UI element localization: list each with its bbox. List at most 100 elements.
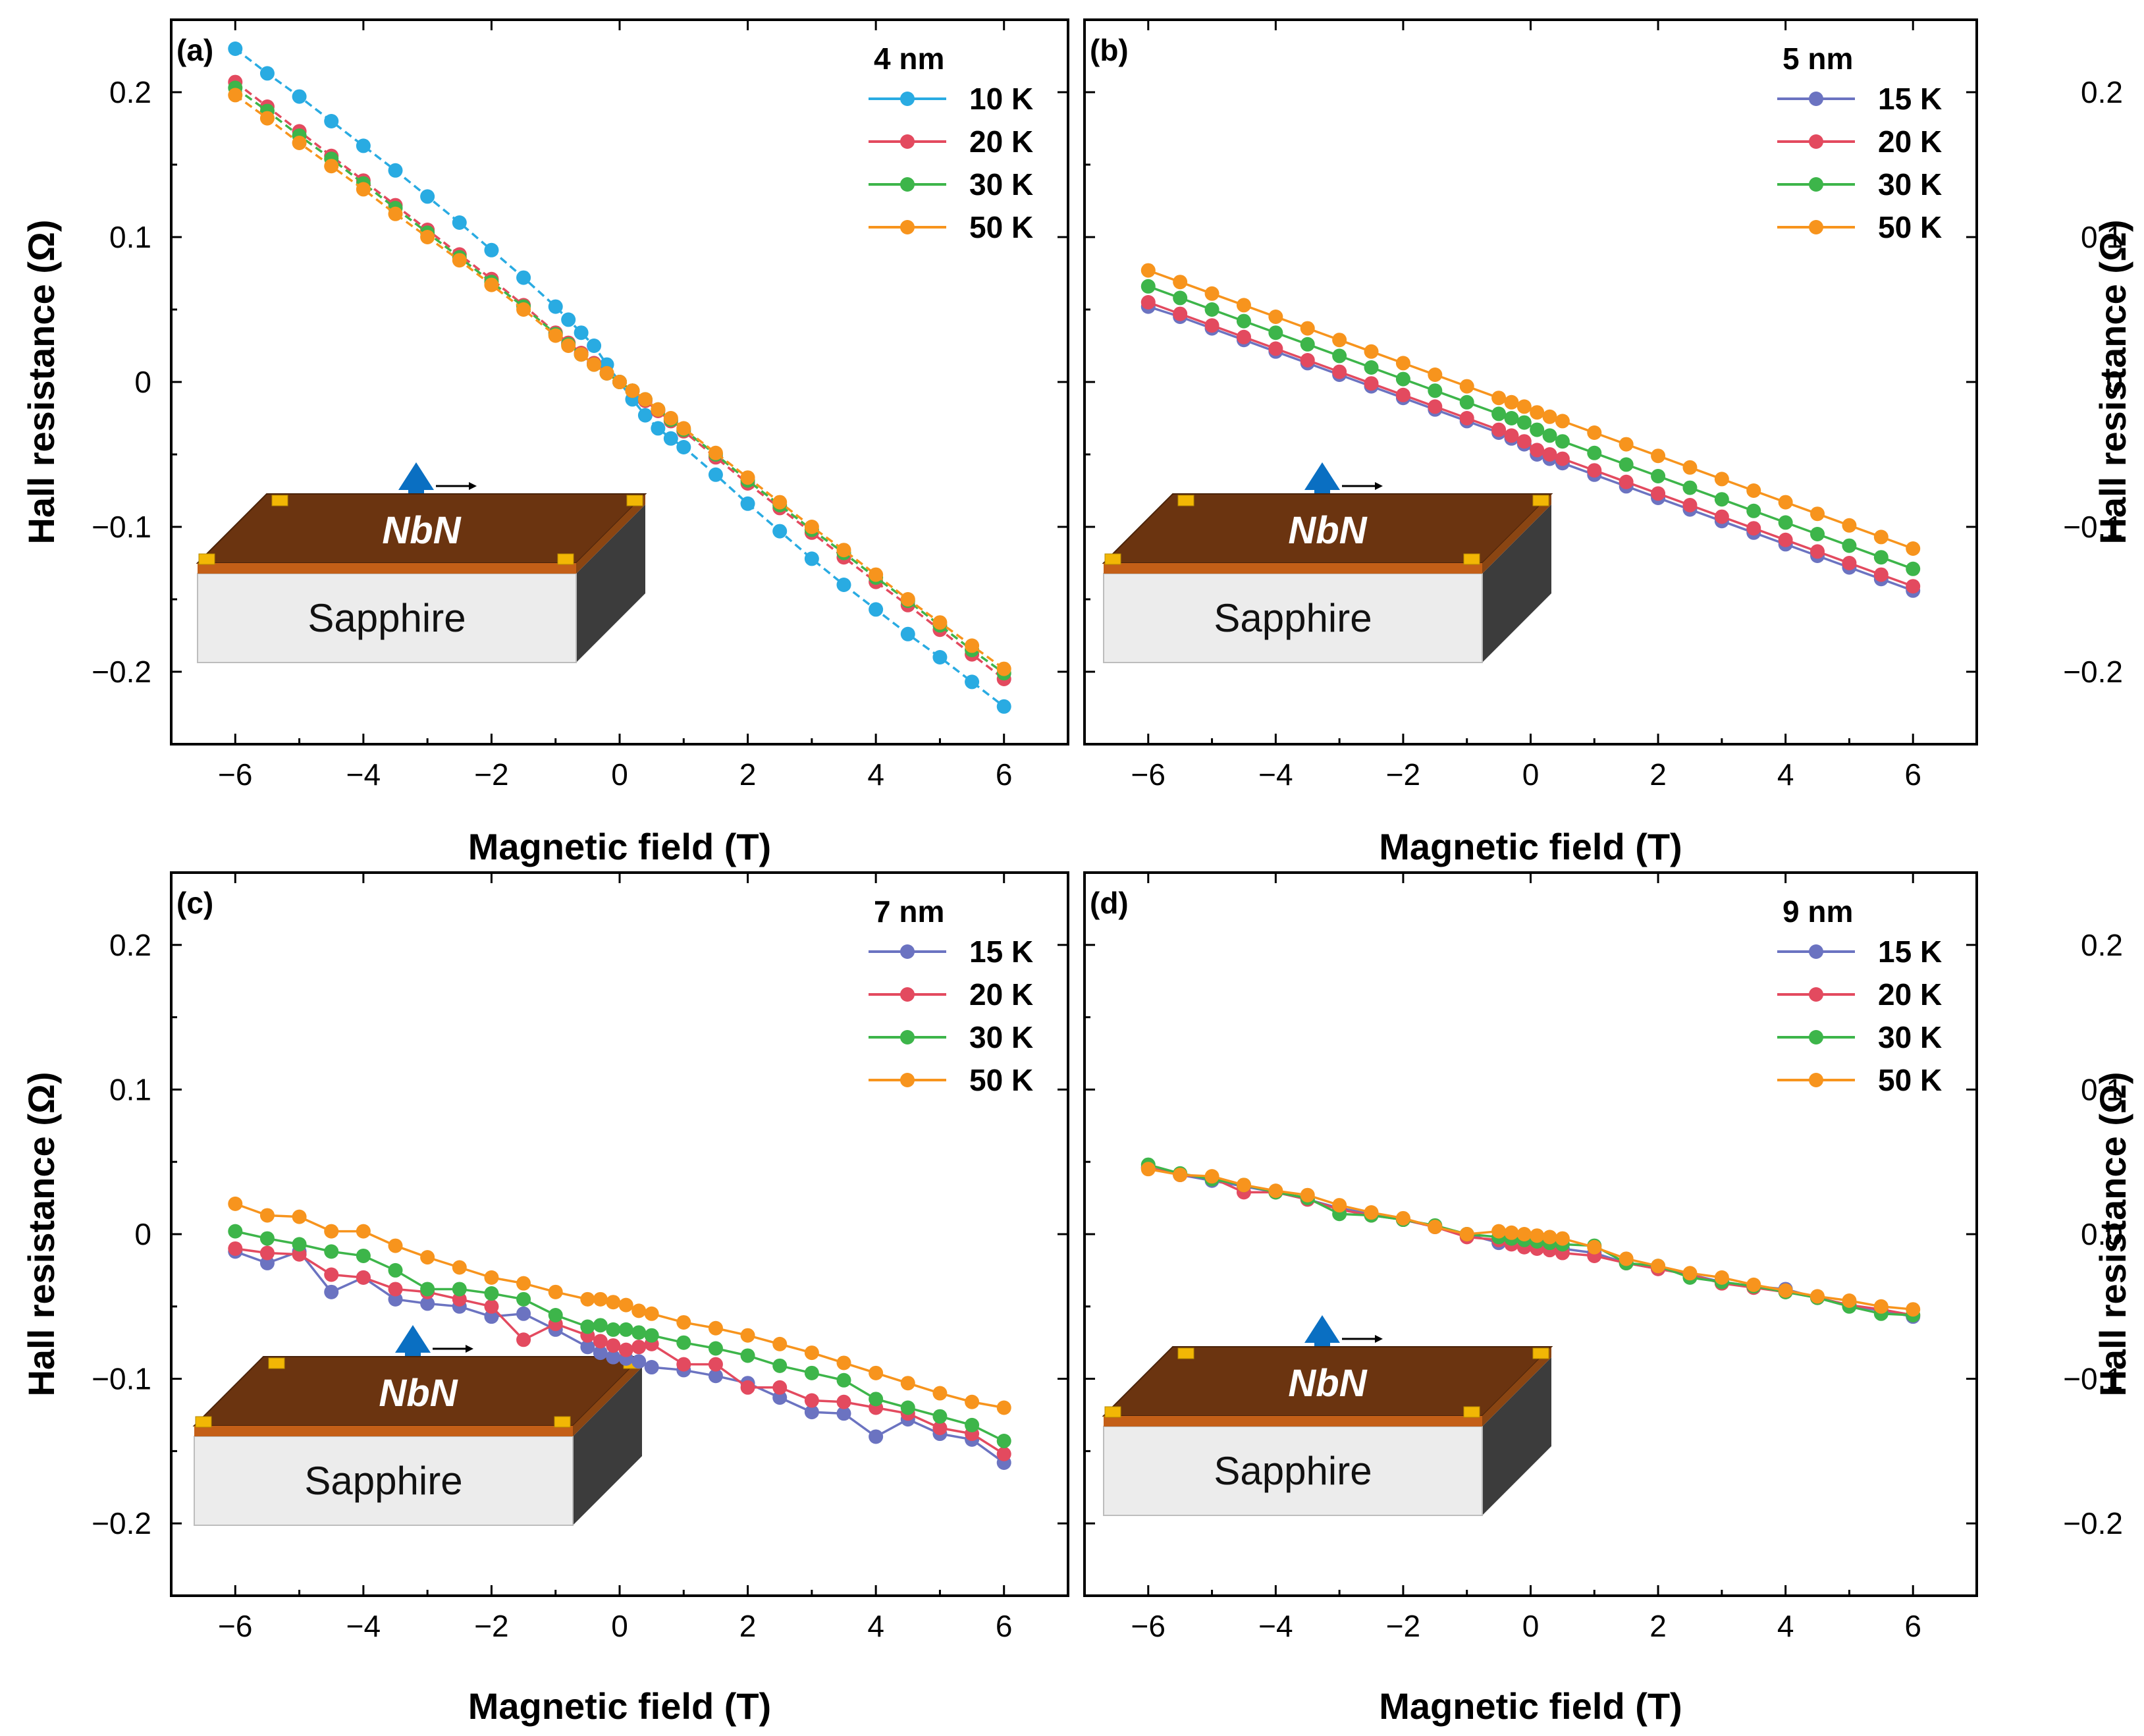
data-point — [1364, 360, 1379, 375]
data-point — [1810, 1289, 1825, 1304]
x-tick-label: 6 — [996, 1609, 1013, 1643]
y-axis-title: Hall resistance (Ω) — [20, 219, 62, 544]
data-point — [965, 1417, 980, 1432]
x-tick-label: −4 — [1258, 1609, 1293, 1643]
x-tick-label: 4 — [1777, 1609, 1794, 1643]
film-label: NbN — [379, 1372, 458, 1415]
data-point — [708, 1357, 723, 1372]
data-point — [1364, 376, 1379, 391]
data-point — [561, 339, 576, 353]
data-point — [388, 1291, 403, 1307]
data-point — [1778, 532, 1793, 547]
legend-label: 15 K — [969, 935, 1033, 969]
substrate-side — [1482, 1357, 1551, 1515]
data-point — [324, 114, 339, 128]
data-point — [631, 1325, 647, 1340]
data-point — [580, 1291, 595, 1307]
series-line-30k — [1148, 285, 1914, 570]
legend-swatch-marker — [900, 987, 915, 1002]
data-point — [484, 242, 499, 258]
contact-pad — [1463, 553, 1480, 565]
data-point — [1395, 371, 1410, 387]
data-point — [356, 1224, 371, 1239]
data-point — [1173, 290, 1188, 306]
data-point — [1300, 353, 1315, 367]
data-point — [516, 1306, 531, 1321]
data-point — [1714, 1270, 1729, 1285]
vector-arrowhead-icon — [466, 1345, 473, 1353]
legend-title: 5 nm — [1782, 41, 1853, 76]
y-tick-label: −0.1 — [2063, 510, 2123, 544]
data-point — [772, 495, 788, 510]
x-tick-label: −6 — [218, 1609, 252, 1643]
data-point — [1542, 447, 1557, 462]
data-point — [1682, 1266, 1698, 1281]
film-front — [1104, 1416, 1482, 1426]
field-arrow-head-icon — [395, 1325, 431, 1353]
film-label: NbN — [1288, 1362, 1367, 1405]
data-point — [663, 431, 678, 446]
data-point — [292, 136, 307, 150]
data-point — [1587, 445, 1602, 460]
x-tick-label: 2 — [1649, 757, 1667, 792]
panel-a: −6 −4 −2 0 2 4 6 0.2 0.1 0 −0.1 −0.2 Magnetic field … — [20, 18, 1069, 867]
data-point — [1204, 302, 1219, 317]
legend-swatch-marker — [1809, 1030, 1823, 1044]
contact-pad — [554, 1416, 571, 1428]
substrate-front — [1103, 573, 1483, 663]
x-tick-label: −6 — [1131, 1609, 1166, 1643]
data-point — [1236, 313, 1251, 329]
legend-label: 50 K — [969, 210, 1033, 244]
data-point — [740, 470, 755, 485]
vector-arrowhead-icon — [1375, 482, 1383, 490]
data-point — [836, 578, 851, 592]
data-point — [452, 253, 467, 268]
x-axis-title: Magnetic field (T) — [1379, 826, 1682, 867]
x-tick-label: 2 — [739, 1609, 757, 1643]
contact-pad — [268, 1357, 285, 1369]
contact-pad — [1532, 495, 1549, 506]
data-point — [1682, 498, 1698, 512]
data-point — [259, 1245, 275, 1261]
legend-label: 20 K — [1878, 124, 1942, 159]
data-point — [772, 1358, 788, 1373]
data-point — [1491, 422, 1507, 437]
film-front — [198, 563, 576, 574]
data-point — [484, 1286, 499, 1301]
data-point — [676, 1315, 691, 1330]
legend-swatch-marker — [900, 134, 915, 149]
data-point — [259, 1255, 275, 1270]
data-point — [1300, 337, 1315, 352]
data-point — [651, 421, 666, 436]
y-tick-label: −0.2 — [92, 655, 151, 689]
y-axis-title: Hall resistance (Ω) — [20, 1071, 62, 1396]
y-tick-label: 0 — [2106, 365, 2123, 399]
data-point — [324, 1224, 339, 1239]
data-point — [1236, 298, 1251, 313]
data-point — [618, 1297, 633, 1313]
data-point — [452, 1282, 467, 1297]
data-point — [804, 1345, 819, 1361]
data-point — [1530, 1228, 1545, 1243]
data-point — [1236, 1178, 1251, 1193]
data-point — [292, 1247, 307, 1262]
data-point — [1542, 1230, 1557, 1245]
data-point — [593, 1291, 608, 1307]
data-point — [452, 215, 467, 230]
y-tick-label: 0 — [134, 365, 151, 399]
data-point — [804, 1405, 819, 1420]
y-tick-label: −0.1 — [92, 1362, 151, 1396]
data-point — [1587, 463, 1602, 478]
contact-pad — [1177, 1347, 1194, 1359]
data-point — [1714, 509, 1729, 524]
data-point — [1542, 428, 1557, 443]
data-point — [388, 163, 403, 178]
film-front — [194, 1426, 573, 1436]
data-point — [1906, 561, 1921, 576]
data-point — [1300, 1187, 1315, 1203]
legend-swatch-marker — [900, 1030, 915, 1044]
data-point — [996, 699, 1011, 714]
data-point — [1651, 469, 1666, 483]
data-point — [548, 1307, 563, 1322]
x-tick-label: −6 — [1131, 757, 1166, 792]
